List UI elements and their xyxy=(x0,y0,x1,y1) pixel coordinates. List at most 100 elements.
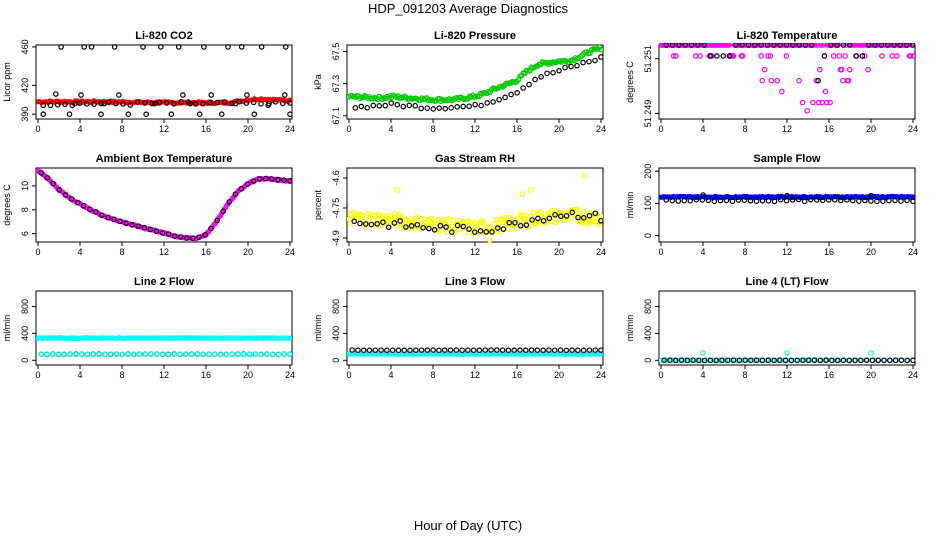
data-point xyxy=(520,85,526,91)
data-point xyxy=(574,62,580,69)
data-point xyxy=(184,235,190,241)
data-point xyxy=(190,235,196,242)
data-point xyxy=(717,197,724,204)
data-point xyxy=(142,100,148,106)
data-point xyxy=(200,100,206,107)
x-tick-label: 16 xyxy=(824,247,834,257)
data-point xyxy=(499,347,506,353)
data-point xyxy=(711,198,718,205)
y-tick-label: 0 xyxy=(331,358,341,363)
data-point xyxy=(382,102,389,109)
data-point xyxy=(171,351,178,358)
data-point xyxy=(287,100,292,106)
y-tick-label: 800 xyxy=(20,299,30,314)
data-point xyxy=(889,53,896,59)
data-point xyxy=(842,53,848,59)
data-point xyxy=(443,224,449,230)
data-point xyxy=(562,64,568,71)
y-tick-label: 0 xyxy=(643,358,653,363)
data-point xyxy=(171,100,177,107)
y-tick-label: -4.9 xyxy=(331,230,341,246)
y-tick-label: 67.5 xyxy=(331,43,341,61)
data-point xyxy=(688,43,695,48)
x-tick-label: 8 xyxy=(742,247,747,257)
data-point xyxy=(777,357,783,364)
data-point xyxy=(802,43,809,48)
data-point xyxy=(287,111,292,117)
points-layer xyxy=(36,168,292,242)
x-tick-label: 24 xyxy=(596,247,606,257)
x-tick-label: 4 xyxy=(77,370,82,380)
data-point xyxy=(806,357,812,364)
data-point xyxy=(783,53,790,59)
data-point xyxy=(807,196,814,203)
data-point xyxy=(355,347,361,354)
data-point xyxy=(575,347,581,354)
y-tick-label: 67.3 xyxy=(331,75,341,93)
data-point xyxy=(801,198,808,205)
data-point xyxy=(428,215,435,222)
data-point xyxy=(220,208,227,215)
data-point xyxy=(675,357,682,364)
data-point xyxy=(907,53,914,59)
series-secondary xyxy=(661,357,915,364)
panel-title: Li-820 Pressure xyxy=(434,30,516,42)
data-point xyxy=(478,102,484,109)
series-secondary xyxy=(38,170,292,242)
chart-panel-line3: Line 3 Flow ml/min 0 4 8 12 16 20 24 0 400 800 xyxy=(313,276,606,380)
data-point xyxy=(852,357,858,364)
data-point xyxy=(713,357,720,364)
data-point xyxy=(493,216,500,223)
points-layer xyxy=(347,44,603,112)
data-point xyxy=(684,357,691,364)
x-tick-label: 4 xyxy=(700,370,705,380)
panel-title: Line 3 Flow xyxy=(445,276,505,288)
data-point xyxy=(910,198,915,205)
series-secondary xyxy=(351,209,603,235)
data-point xyxy=(98,111,104,117)
data-point xyxy=(287,178,292,184)
data-point xyxy=(431,227,438,233)
data-point xyxy=(581,173,588,179)
data-point xyxy=(663,197,670,203)
data-point xyxy=(136,351,143,358)
data-point xyxy=(388,213,394,219)
data-point xyxy=(468,219,474,226)
data-point xyxy=(813,77,820,84)
data-point xyxy=(547,209,554,216)
data-point xyxy=(177,351,183,357)
data-point xyxy=(678,357,685,363)
data-point xyxy=(349,347,355,353)
data-point xyxy=(505,347,512,354)
data-point xyxy=(777,43,783,48)
data-point xyxy=(252,351,259,358)
data-point xyxy=(287,335,292,341)
series-primary xyxy=(659,43,915,114)
x-tick-label: 24 xyxy=(908,247,918,257)
data-point xyxy=(424,347,431,353)
data-point xyxy=(140,44,146,50)
data-point xyxy=(540,217,547,224)
x-tick-label: 8 xyxy=(430,124,435,134)
x-tick-label: 8 xyxy=(119,370,124,380)
data-point xyxy=(586,347,593,353)
data-point xyxy=(40,102,47,109)
data-point xyxy=(734,357,740,364)
data-point xyxy=(765,197,772,204)
data-point xyxy=(437,222,444,229)
data-point xyxy=(472,101,478,108)
chart-panel-line2: Line 2 Flow ml/min 0 4 8 12 16 20 24 0 400 800 xyxy=(2,276,295,380)
data-point xyxy=(460,223,467,230)
data-point xyxy=(663,43,670,48)
data-point xyxy=(777,196,784,203)
data-point xyxy=(426,225,432,232)
data-point xyxy=(527,187,534,193)
data-point xyxy=(105,214,111,221)
data-point xyxy=(163,100,170,106)
data-point xyxy=(397,218,403,224)
x-tick-label: 20 xyxy=(243,247,253,257)
data-point xyxy=(442,105,448,112)
data-point xyxy=(264,351,270,357)
x-tick-label: 8 xyxy=(430,247,435,257)
series-secondary xyxy=(349,347,603,354)
